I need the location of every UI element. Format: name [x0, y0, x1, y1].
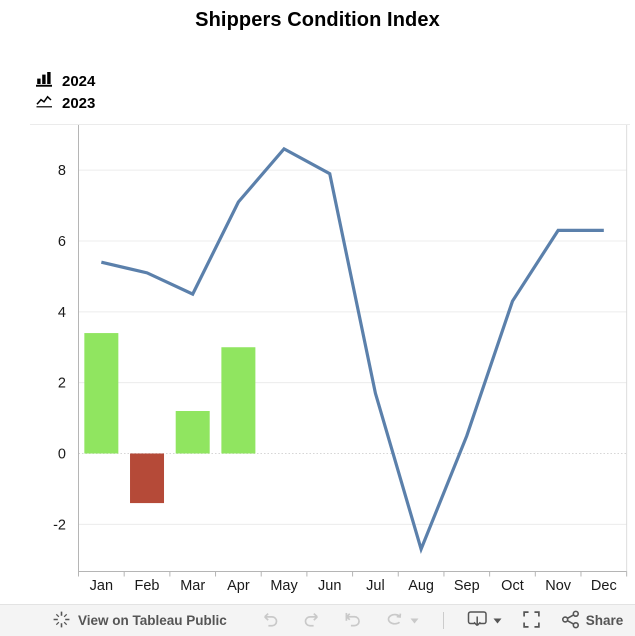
tableau-toolbar: View on Tableau Public: [0, 604, 635, 636]
view-on-label: View on Tableau Public: [78, 613, 227, 628]
download-button[interactable]: [467, 610, 502, 632]
undo-button[interactable]: [261, 611, 280, 631]
legend-item-2023[interactable]: 2023: [35, 92, 95, 114]
share-button[interactable]: Share: [561, 610, 624, 632]
line-chart-icon: [35, 92, 56, 114]
share-icon: [561, 610, 580, 632]
line-2023[interactable]: [100, 146, 604, 555]
view-on-tableau-public-button[interactable]: View on Tableau Public: [52, 610, 227, 632]
y-tick-label: 8: [58, 163, 66, 179]
zone-divider: [30, 124, 630, 125]
x-tick-label: Oct: [501, 578, 524, 594]
y-tick-label: -2: [53, 517, 66, 533]
y-tick-label: 0: [58, 447, 66, 463]
revert-icon: [343, 611, 362, 631]
x-tick-label: Jun: [318, 578, 341, 594]
bar-feb[interactable]: [130, 453, 165, 504]
legend-item-2024[interactable]: 2024: [35, 70, 95, 92]
legend-label-2023: 2023: [62, 94, 96, 112]
legend: 2024 2023: [35, 70, 95, 114]
caret-down-icon: [493, 618, 502, 624]
caret-down-icon: [410, 618, 419, 624]
x-tick-label: Aug: [408, 578, 434, 594]
bar-apr[interactable]: [221, 347, 256, 454]
x-tick-label: Jan: [90, 578, 113, 594]
y-tick-label: 6: [58, 234, 66, 250]
redo-icon: [302, 611, 321, 631]
x-tick-label: Dec: [591, 578, 617, 594]
x-tick-label: Feb: [135, 578, 160, 594]
y-tick-label: 2: [58, 376, 66, 392]
bar-mar[interactable]: [175, 410, 210, 454]
toolbar-divider: [442, 612, 444, 629]
x-tick-label: May: [270, 578, 298, 594]
combo-chart[interactable]: 8 6 4 2 0 -2 Jan Feb Mar Apr May Jun Jul Aug Sep Oct Nov…: [0, 0, 635, 602]
revert-button[interactable]: [343, 611, 362, 631]
tableau-logo-icon: [52, 610, 71, 632]
y-tick-label: 4: [58, 305, 66, 321]
x-tick-label: Jul: [366, 578, 385, 594]
x-tick-label: Nov: [545, 578, 572, 594]
x-tick-label: Mar: [180, 578, 205, 594]
page-title: Shippers Condition Index: [195, 9, 440, 31]
x-tick-label: Apr: [227, 578, 250, 594]
refresh-icon: [384, 611, 405, 631]
redo-button[interactable]: [302, 611, 321, 631]
fullscreen-icon: [522, 610, 541, 632]
history-controls: [261, 611, 419, 631]
bar-chart-icon: [35, 70, 56, 92]
fullscreen-button[interactable]: [522, 610, 541, 632]
download-icon: [467, 610, 488, 632]
share-label: Share: [585, 613, 624, 628]
export-controls: Share: [467, 610, 624, 632]
x-tick-label: Sep: [454, 578, 480, 594]
legend-label-2024: 2024: [62, 72, 96, 90]
bar-jan[interactable]: [84, 333, 119, 454]
refresh-button[interactable]: [384, 611, 419, 631]
undo-icon: [261, 611, 280, 631]
